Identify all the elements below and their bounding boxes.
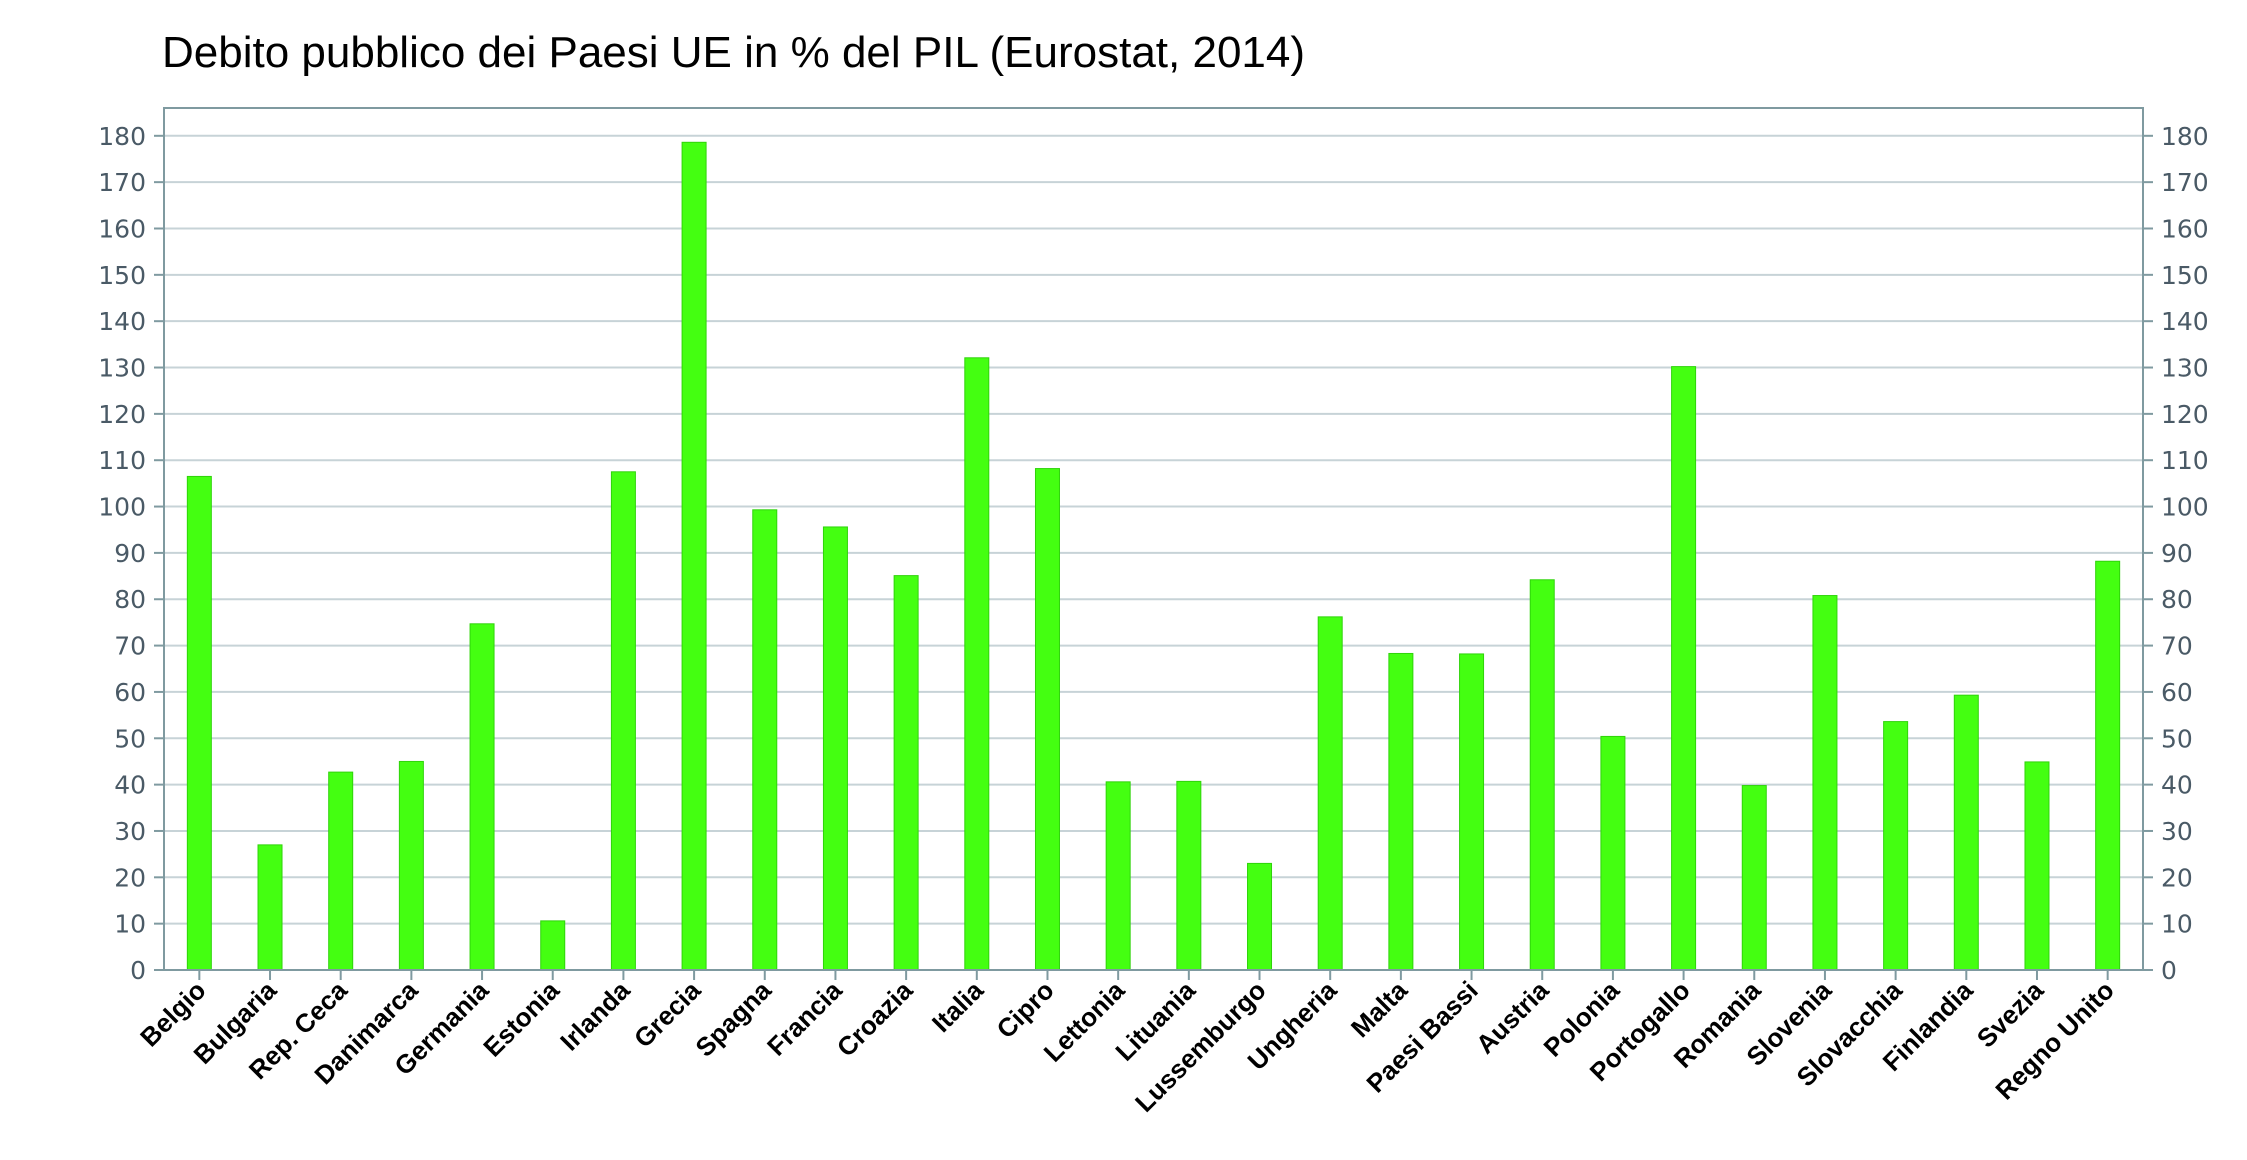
bar-spagna <box>752 509 778 971</box>
y-tick-label-left: 140 <box>98 307 146 336</box>
bars <box>186 141 2121 971</box>
y-tick-label-left: 60 <box>114 678 146 707</box>
bar-lituania <box>1176 780 1202 971</box>
bar-rep-ceca <box>328 771 354 971</box>
y-tick-label-right: 10 <box>2161 910 2193 939</box>
bar-romania <box>1741 785 1767 971</box>
bar-portogallo <box>1671 366 1697 971</box>
y-tick-label-right: 0 <box>2161 956 2177 985</box>
x-tick-label: Croazia <box>831 975 919 1063</box>
x-tick-label: Estonia <box>477 975 565 1063</box>
y-tick-label-right: 50 <box>2161 724 2193 753</box>
bar-polonia <box>1600 735 1626 971</box>
y-tick-label-right: 160 <box>2161 214 2209 243</box>
y-tick-label-right: 80 <box>2161 585 2193 614</box>
bar-estonia <box>540 920 566 971</box>
y-tick-label-left: 90 <box>114 539 146 568</box>
bar-italia <box>964 357 990 971</box>
x-tick-label: Irlanda <box>554 975 636 1057</box>
bar-lettonia <box>1105 781 1131 971</box>
bar-croazia <box>893 575 919 971</box>
y-tick-label-left: 110 <box>98 446 146 475</box>
y-tick-label-left: 150 <box>98 261 146 290</box>
y-tick-label-right: 120 <box>2161 400 2209 429</box>
y-tick-label-left: 10 <box>114 910 146 939</box>
y-tick-label-right: 110 <box>2161 446 2209 475</box>
bar-ungheria <box>1317 616 1343 971</box>
y-tick-label-right: 180 <box>2161 122 2209 151</box>
y-tick-label-right: 140 <box>2161 307 2209 336</box>
y-axis-right: 0 10 20 30 40 50 60 70 80 90 100 110 120 130 140 150 160… <box>2143 122 2209 985</box>
y-tick-label-left: 20 <box>114 863 146 892</box>
y-tick-label-left: 0 <box>130 956 146 985</box>
x-tick-label: Italia <box>926 975 989 1038</box>
bar-lussemburgo <box>1247 862 1273 971</box>
bar-grecia <box>681 141 707 971</box>
bar-germania <box>469 623 495 971</box>
y-tick-label-left: 70 <box>114 632 146 661</box>
y-tick-label-right: 90 <box>2161 539 2193 568</box>
y-tick-label-left: 130 <box>98 354 146 383</box>
y-tick-label-left: 180 <box>98 122 146 151</box>
bar-bulgaria <box>257 844 283 971</box>
y-tick-label-left: 40 <box>114 771 146 800</box>
bar-francia <box>822 526 848 971</box>
y-axis-left: 0 10 20 30 40 50 60 70 80 90 100 110 120 130 140 150 160… <box>98 122 164 985</box>
grid-lines <box>164 134 2143 925</box>
bar-svezia <box>2024 761 2050 971</box>
bar-austria <box>1529 579 1555 971</box>
chart-title: Debito pubblico dei Paesi UE in % del PI… <box>162 28 1306 77</box>
bar-belgio <box>186 475 212 971</box>
bar-malta <box>1388 652 1414 971</box>
bar-danimarca <box>398 760 424 971</box>
x-tick-label: Malta <box>1345 975 1414 1044</box>
bar-finlandia <box>1953 694 1979 971</box>
bar-slovenia <box>1812 595 1838 971</box>
y-tick-label-right: 170 <box>2161 168 2209 197</box>
y-tick-label-right: 150 <box>2161 261 2209 290</box>
y-tick-label-right: 30 <box>2161 817 2193 846</box>
y-tick-label-left: 100 <box>98 493 146 522</box>
y-tick-label-left: 170 <box>98 168 146 197</box>
y-tick-label-left: 120 <box>98 400 146 429</box>
bar-paesi-bassi <box>1459 653 1485 971</box>
y-tick-label-right: 60 <box>2161 678 2193 707</box>
y-tick-label-right: 130 <box>2161 354 2209 383</box>
bar-irlanda <box>610 471 636 971</box>
bar-cipro <box>1034 468 1060 971</box>
y-tick-label-left: 80 <box>114 585 146 614</box>
y-tick-label-left: 30 <box>114 817 146 846</box>
bar-regno-unito <box>2095 560 2121 971</box>
y-tick-label-right: 20 <box>2161 863 2193 892</box>
y-tick-label-right: 40 <box>2161 771 2193 800</box>
plot-frame <box>163 107 2144 971</box>
y-tick-label-left: 160 <box>98 214 146 243</box>
y-tick-label-right: 100 <box>2161 493 2209 522</box>
bar-slovacchia <box>1883 721 1909 971</box>
y-tick-label-right: 70 <box>2161 632 2193 661</box>
x-tick-label: Spagna <box>689 975 777 1063</box>
y-tick-label-left: 50 <box>114 724 146 753</box>
x-tick-label: Francia <box>761 975 848 1062</box>
